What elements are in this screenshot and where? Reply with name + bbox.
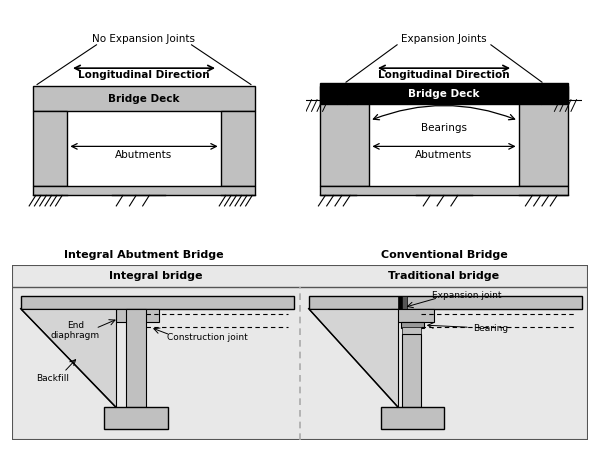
Bar xyxy=(398,295,402,309)
Text: Bridge Deck: Bridge Deck xyxy=(108,93,180,104)
Bar xyxy=(402,327,421,334)
Text: Conventional Bridge: Conventional Bridge xyxy=(380,250,508,260)
Bar xyxy=(33,86,255,111)
Polygon shape xyxy=(20,309,116,407)
Text: Bearings: Bearings xyxy=(421,123,467,133)
Bar xyxy=(541,84,568,104)
Text: Integral bridge: Integral bridge xyxy=(109,271,203,281)
Bar xyxy=(347,84,541,104)
Polygon shape xyxy=(308,309,398,407)
Bar xyxy=(320,84,347,104)
Bar xyxy=(518,86,568,186)
Text: Traditional bridge: Traditional bridge xyxy=(388,271,500,281)
Bar xyxy=(104,407,167,429)
Text: End
diaphragm: End diaphragm xyxy=(51,321,100,340)
Bar xyxy=(308,295,582,309)
Bar xyxy=(391,309,434,322)
Bar xyxy=(380,407,444,429)
Text: No Expansion Joints: No Expansion Joints xyxy=(92,34,196,44)
Bar xyxy=(402,334,421,407)
Bar xyxy=(20,295,294,309)
Bar xyxy=(402,295,407,309)
Text: Backfill: Backfill xyxy=(36,374,69,383)
Text: Abutments: Abutments xyxy=(115,150,173,159)
Bar xyxy=(116,309,159,322)
Text: Expansion Joints: Expansion Joints xyxy=(401,34,487,44)
Text: Expansion joint: Expansion joint xyxy=(432,291,502,300)
Text: Integral Abutment Bridge: Integral Abutment Bridge xyxy=(64,250,224,260)
Text: Bearing: Bearing xyxy=(473,324,508,333)
Bar xyxy=(401,322,424,328)
Text: Construction joint: Construction joint xyxy=(167,333,248,342)
Bar xyxy=(33,186,255,195)
Text: Abutments: Abutments xyxy=(415,150,473,159)
Text: Bridge Deck: Bridge Deck xyxy=(408,89,480,99)
Bar xyxy=(221,111,255,186)
Text: Longitudinal Direction: Longitudinal Direction xyxy=(78,70,210,80)
Bar xyxy=(320,86,370,186)
Text: Longitudinal Direction: Longitudinal Direction xyxy=(378,70,510,80)
Bar xyxy=(33,111,67,186)
Bar xyxy=(320,186,568,195)
Bar xyxy=(126,309,146,407)
